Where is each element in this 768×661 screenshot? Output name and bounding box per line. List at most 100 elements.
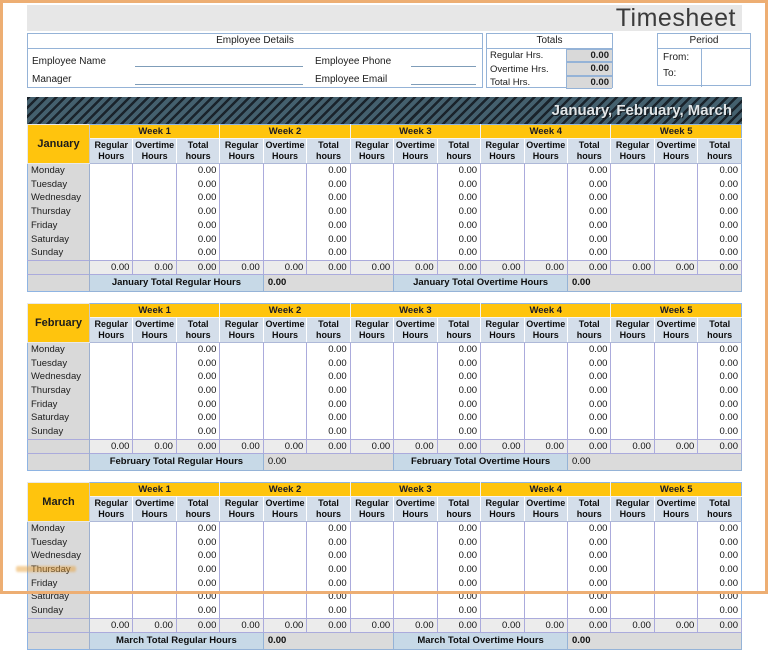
hours-input-cell[interactable] xyxy=(523,562,568,577)
hours-input-cell[interactable] xyxy=(480,576,525,591)
hours-input-cell[interactable] xyxy=(219,604,264,619)
day-total-cell[interactable]: 0.00 xyxy=(697,576,742,591)
hours-input-cell[interactable] xyxy=(610,218,655,233)
weekly-total-cell[interactable]: 0.00 xyxy=(262,259,308,276)
period-to-input[interactable] xyxy=(702,68,750,87)
hours-input-cell[interactable] xyxy=(262,205,307,219)
employee-phone-input[interactable] xyxy=(411,54,476,67)
weekly-total-cell[interactable]: 0.00 xyxy=(653,617,699,634)
day-total-cell[interactable]: 0.00 xyxy=(436,370,481,385)
hours-input-cell[interactable] xyxy=(523,163,568,178)
hours-input-cell[interactable] xyxy=(523,177,568,192)
day-total-cell[interactable]: 0.00 xyxy=(436,342,481,357)
hours-input-cell[interactable] xyxy=(219,384,264,398)
hours-input-cell[interactable] xyxy=(653,177,698,192)
month-total-regular-value[interactable]: 0.00 xyxy=(262,453,395,471)
hours-input-cell[interactable] xyxy=(262,218,307,233)
hours-input-cell[interactable] xyxy=(219,177,264,192)
hours-input-cell[interactable] xyxy=(393,590,438,605)
hours-input-cell[interactable] xyxy=(610,425,655,440)
hours-input-cell[interactable] xyxy=(523,521,568,536)
weekly-total-cell[interactable]: 0.00 xyxy=(306,617,351,634)
hours-input-cell[interactable] xyxy=(262,177,307,192)
weekly-total-cell[interactable]: 0.00 xyxy=(480,617,525,634)
hours-input-cell[interactable] xyxy=(132,370,177,385)
hours-input-cell[interactable] xyxy=(262,232,307,247)
hours-input-cell[interactable] xyxy=(393,576,438,591)
day-total-cell[interactable]: 0.00 xyxy=(175,370,220,385)
hours-input-cell[interactable] xyxy=(349,384,394,398)
hours-input-cell[interactable] xyxy=(653,384,698,398)
hours-input-cell[interactable] xyxy=(349,177,394,192)
day-total-cell[interactable]: 0.00 xyxy=(306,218,351,233)
hours-input-cell[interactable] xyxy=(653,370,698,385)
day-total-cell[interactable]: 0.00 xyxy=(566,535,611,550)
day-total-cell[interactable]: 0.00 xyxy=(566,356,611,371)
day-total-cell[interactable]: 0.00 xyxy=(697,549,742,563)
weekly-total-cell[interactable]: 0.00 xyxy=(132,259,177,276)
hours-input-cell[interactable] xyxy=(88,397,133,412)
day-total-cell[interactable]: 0.00 xyxy=(436,205,481,219)
weekly-total-cell[interactable]: 0.00 xyxy=(393,438,438,455)
hours-input-cell[interactable] xyxy=(523,370,568,385)
day-total-cell[interactable]: 0.00 xyxy=(566,425,611,440)
day-total-cell[interactable]: 0.00 xyxy=(566,397,611,412)
weekly-total-cell[interactable]: 0.00 xyxy=(349,259,395,276)
hours-input-cell[interactable] xyxy=(393,397,438,412)
hours-input-cell[interactable] xyxy=(610,521,655,536)
day-total-cell[interactable]: 0.00 xyxy=(566,218,611,233)
hours-input-cell[interactable] xyxy=(610,370,655,385)
hours-input-cell[interactable] xyxy=(88,218,133,233)
hours-input-cell[interactable] xyxy=(262,411,307,426)
day-total-cell[interactable]: 0.00 xyxy=(306,163,351,178)
month-total-regular-value[interactable]: 0.00 xyxy=(262,274,395,292)
hours-input-cell[interactable] xyxy=(349,232,394,247)
hours-input-cell[interactable] xyxy=(610,384,655,398)
hours-input-cell[interactable] xyxy=(610,590,655,605)
hours-input-cell[interactable] xyxy=(88,590,133,605)
hours-input-cell[interactable] xyxy=(132,425,177,440)
day-total-cell[interactable]: 0.00 xyxy=(566,205,611,219)
hours-input-cell[interactable] xyxy=(523,535,568,550)
hours-input-cell[interactable] xyxy=(349,205,394,219)
hours-input-cell[interactable] xyxy=(480,604,525,619)
hours-input-cell[interactable] xyxy=(480,191,525,206)
hours-input-cell[interactable] xyxy=(610,397,655,412)
hours-input-cell[interactable] xyxy=(132,562,177,577)
day-total-cell[interactable]: 0.00 xyxy=(175,411,220,426)
hours-input-cell[interactable] xyxy=(349,370,394,385)
day-total-cell[interactable]: 0.00 xyxy=(436,191,481,206)
hours-input-cell[interactable] xyxy=(523,205,568,219)
hours-input-cell[interactable] xyxy=(262,425,307,440)
hours-input-cell[interactable] xyxy=(262,397,307,412)
weekly-total-cell[interactable]: 0.00 xyxy=(436,617,482,634)
hours-input-cell[interactable] xyxy=(132,191,177,206)
hours-input-cell[interactable] xyxy=(262,576,307,591)
hours-input-cell[interactable] xyxy=(349,411,394,426)
hours-input-cell[interactable] xyxy=(610,163,655,178)
day-total-cell[interactable]: 0.00 xyxy=(566,342,611,357)
hours-input-cell[interactable] xyxy=(480,425,525,440)
hours-input-cell[interactable] xyxy=(349,604,394,619)
hours-input-cell[interactable] xyxy=(610,232,655,247)
day-total-cell[interactable]: 0.00 xyxy=(306,411,351,426)
hours-input-cell[interactable] xyxy=(480,535,525,550)
day-total-cell[interactable]: 0.00 xyxy=(436,521,481,536)
hours-input-cell[interactable] xyxy=(610,535,655,550)
weekly-total-cell[interactable]: 0.00 xyxy=(480,259,525,276)
day-total-cell[interactable]: 0.00 xyxy=(175,535,220,550)
hours-input-cell[interactable] xyxy=(88,521,133,536)
weekly-total-cell[interactable]: 0.00 xyxy=(566,438,612,455)
hours-input-cell[interactable] xyxy=(653,604,698,619)
hours-input-cell[interactable] xyxy=(349,549,394,563)
hours-input-cell[interactable] xyxy=(219,163,264,178)
weekly-total-cell[interactable]: 0.00 xyxy=(566,617,612,634)
day-total-cell[interactable]: 0.00 xyxy=(436,246,481,261)
day-total-cell[interactable]: 0.00 xyxy=(697,604,742,619)
hours-input-cell[interactable] xyxy=(132,535,177,550)
hours-input-cell[interactable] xyxy=(610,205,655,219)
hours-input-cell[interactable] xyxy=(219,191,264,206)
weekly-total-cell[interactable]: 0.00 xyxy=(88,259,134,276)
hours-input-cell[interactable] xyxy=(219,576,264,591)
hours-input-cell[interactable] xyxy=(480,397,525,412)
